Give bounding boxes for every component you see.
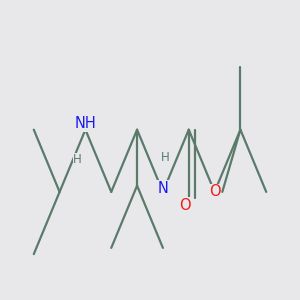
Text: O: O bbox=[179, 198, 190, 213]
Text: O: O bbox=[209, 184, 220, 200]
Text: N: N bbox=[158, 181, 168, 196]
Text: H: H bbox=[161, 151, 170, 164]
Text: NH: NH bbox=[75, 116, 96, 131]
Text: H: H bbox=[73, 153, 82, 166]
